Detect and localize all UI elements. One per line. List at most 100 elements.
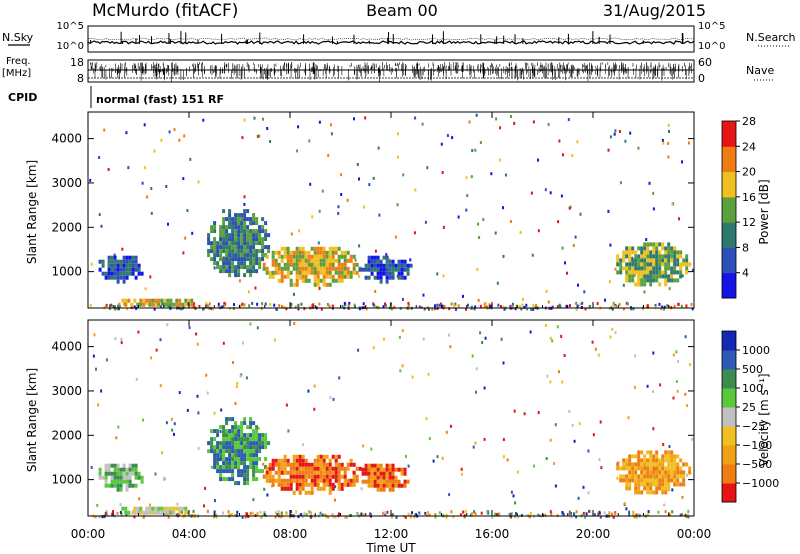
scatter-cell [685, 266, 689, 271]
scatter-cell [219, 269, 223, 274]
scatter-cell [370, 467, 374, 472]
scatter-cell [145, 506, 149, 511]
scatter-cell [625, 474, 629, 479]
scatter-cell [277, 466, 281, 471]
scatter-cell [575, 510, 578, 514]
scatter-cell [468, 120, 471, 124]
scatter-cell [295, 266, 299, 271]
scatter-cell [252, 257, 256, 262]
colorbar-segment [722, 146, 736, 173]
scatter-cell [255, 221, 259, 226]
scatter-cell [249, 273, 253, 278]
scatter-cell [122, 479, 126, 484]
scatter-cell [322, 266, 326, 271]
scatter-cell [687, 509, 690, 513]
scatter-cell [676, 389, 679, 393]
scatter-cell [228, 213, 232, 218]
scatter-cell [322, 470, 326, 475]
scatter-cell [379, 271, 383, 276]
scatter-cell [232, 361, 234, 364]
scatter-cell [554, 423, 557, 427]
scatter-cell [228, 453, 232, 458]
scatter-cell [447, 333, 450, 337]
scatter-cell [228, 465, 232, 470]
scatter-cell [116, 279, 120, 284]
scatter-cell [182, 251, 185, 255]
scatter-cell [340, 193, 343, 196]
scatter-cell [225, 257, 229, 262]
scatter-cell [292, 470, 296, 475]
scatter-cell [261, 237, 265, 242]
scatter-cell [337, 246, 341, 251]
scatter-cell [679, 482, 683, 487]
scatter-cell [514, 515, 517, 519]
scatter-cell [655, 254, 659, 259]
scatter-cell [317, 241, 320, 245]
scatter-cell [220, 408, 223, 412]
scatter-cell [151, 298, 155, 303]
scatter-cell [413, 231, 416, 235]
scatter-cell [277, 470, 281, 475]
colorbar-tick-label: 500 [742, 363, 763, 376]
scatter-cell [667, 454, 671, 459]
scatter-cell [661, 270, 665, 275]
scatter-cell [240, 245, 244, 250]
scatter-cell [328, 266, 332, 271]
scatter-cell [313, 458, 317, 463]
scatter-cell [373, 467, 377, 472]
scatter-cell [107, 255, 111, 260]
scatter-cell [388, 267, 392, 272]
scatter-cell [184, 302, 188, 307]
scatter-cell [207, 233, 211, 238]
scatter-cell [658, 478, 662, 483]
scatter-cell [610, 512, 613, 516]
scatter-cell [148, 302, 152, 307]
scatter-cell [113, 259, 117, 264]
scatter-cell [225, 445, 229, 450]
scatter-cell [116, 307, 119, 311]
scatter-cell [661, 482, 665, 487]
scatter-cell [148, 503, 151, 507]
scatter-cell [658, 270, 662, 275]
scatter-cell [228, 433, 232, 438]
scatter-cell [625, 462, 629, 467]
scatter-cell [628, 250, 632, 255]
scatter-cell [237, 481, 241, 486]
scatter-cell [255, 233, 259, 238]
scatter-cell [372, 176, 375, 180]
scatter-cell [119, 275, 123, 280]
scatter-cell [607, 209, 610, 213]
scatter-cell [349, 270, 353, 275]
nsearch-tick-bottom: 10^0 [698, 41, 725, 52]
scatter-cell [238, 279, 241, 283]
scatter-cell [228, 265, 232, 270]
scatter-cell [188, 326, 191, 330]
scatter-cell [213, 257, 217, 262]
scatter-cell [434, 307, 437, 311]
scatter-cell [222, 465, 226, 470]
scatter-cell [310, 254, 314, 259]
scatter-cell [304, 270, 308, 275]
scatter-cell [222, 257, 226, 262]
scatter-cell [661, 490, 665, 495]
scatter-cell [646, 486, 650, 491]
scatter-cell [635, 513, 638, 517]
beam-title: Beam 00 [366, 1, 438, 20]
colorbar-tick-label: −25 [742, 420, 765, 433]
scatter-cell [127, 510, 131, 515]
scatter-cell [676, 278, 680, 283]
scatter-cell [475, 113, 478, 117]
scatter-cell [612, 515, 615, 519]
scatter-cell [655, 266, 659, 271]
scatter-cell [502, 438, 505, 442]
scatter-cell [243, 241, 247, 246]
scatter-cell [388, 475, 392, 480]
scatter-cell [106, 513, 108, 517]
scatter-cell [409, 258, 412, 262]
scatter-cell [401, 364, 404, 368]
scatter-cell [356, 512, 359, 515]
scatter-cell [673, 466, 677, 471]
scatter-cell [301, 458, 305, 463]
scatter-cell [216, 433, 220, 438]
scatter-cell [261, 253, 265, 258]
